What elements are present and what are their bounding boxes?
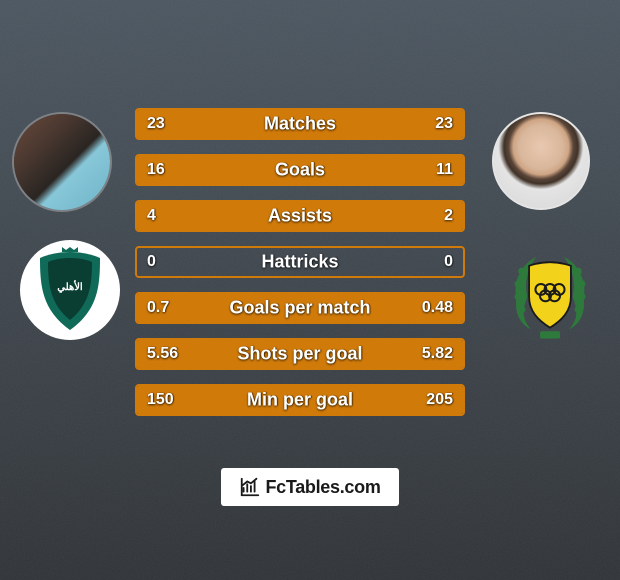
bar-label: Assists bbox=[268, 206, 332, 227]
player2-avatar bbox=[492, 112, 590, 210]
stat-bar-goals-per-match: 0.7 0.48 Goals per match bbox=[135, 292, 465, 324]
stat-bar-matches: 23 23 Matches bbox=[135, 108, 465, 140]
bar-value-right: 2 bbox=[444, 207, 453, 225]
bar-value-left: 5.56 bbox=[147, 345, 178, 363]
svg-text:الأهلي: الأهلي bbox=[57, 281, 83, 293]
bar-value-right: 11 bbox=[436, 161, 453, 179]
bar-value-left: 0 bbox=[147, 253, 156, 271]
bar-value-right: 205 bbox=[426, 391, 453, 409]
bar-label: Min per goal bbox=[247, 390, 353, 411]
stat-bar-shots-per-goal: 5.56 5.82 Shots per goal bbox=[135, 338, 465, 370]
bar-value-right: 23 bbox=[435, 115, 453, 133]
fctables-logo: FcTables.com bbox=[221, 468, 399, 506]
bar-value-left: 23 bbox=[147, 115, 165, 133]
comparison-main: الأهلي 23 23 Matches 16 11 Goals 4 2 Assists 0 0 bbox=[0, 112, 620, 442]
player2-club-crest bbox=[500, 244, 600, 344]
player1-avatar bbox=[12, 112, 112, 212]
bar-label: Matches bbox=[264, 114, 336, 135]
bar-value-right: 0.48 bbox=[422, 299, 453, 317]
bar-label: Goals per match bbox=[229, 298, 370, 319]
stat-bar-goals: 16 11 Goals bbox=[135, 154, 465, 186]
bar-value-right: 0 bbox=[444, 253, 453, 271]
bar-label: Goals bbox=[275, 160, 325, 181]
stat-bar-min-per-goal: 150 205 Min per goal bbox=[135, 384, 465, 416]
bar-label: Hattricks bbox=[261, 252, 338, 273]
stat-bar-hattricks: 0 0 Hattricks bbox=[135, 246, 465, 278]
stat-bars: 23 23 Matches 16 11 Goals 4 2 Assists 0 0 Hattricks… bbox=[135, 108, 465, 416]
chart-icon bbox=[239, 476, 261, 498]
bar-value-left: 16 bbox=[147, 161, 165, 179]
stat-bar-assists: 4 2 Assists bbox=[135, 200, 465, 232]
bar-value-left: 4 bbox=[147, 207, 156, 225]
logo-text: FcTables.com bbox=[265, 477, 380, 498]
bar-value-right: 5.82 bbox=[422, 345, 453, 363]
bar-label: Shots per goal bbox=[237, 344, 362, 365]
bar-value-left: 150 bbox=[147, 391, 174, 409]
player1-club-crest: الأهلي bbox=[20, 240, 120, 340]
bar-value-left: 0.7 bbox=[147, 299, 169, 317]
